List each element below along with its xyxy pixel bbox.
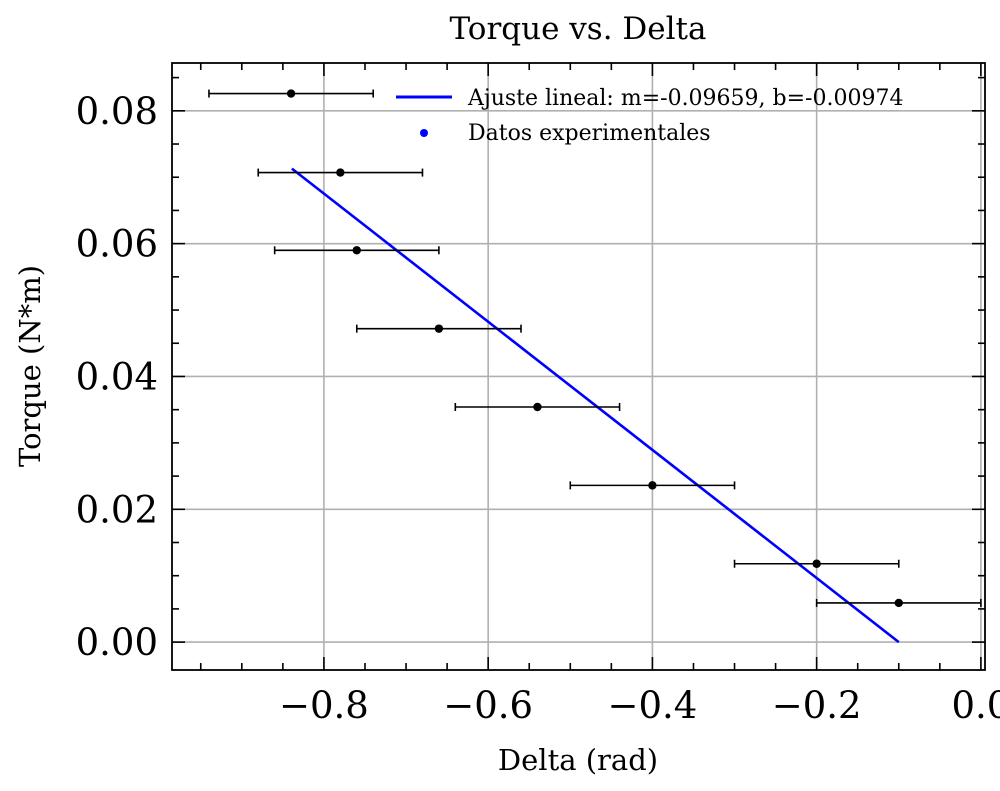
legend-marker-swatch [420,129,428,137]
y-tick-label: 0.06 [76,223,158,266]
data-point [336,168,345,177]
ticks [172,63,985,670]
y-axis-label: Torque (N*m) [13,265,47,467]
fit-line-layer [291,167,900,644]
plot-frame [171,62,986,671]
data-point [812,559,821,568]
y-tick-label: 0.04 [76,355,158,398]
fit-line [291,167,900,644]
y-tick-labels: 0.00 0.02 0.04 0.06 0.08 [76,90,158,664]
x-tick-label: 0.0 [951,684,1000,727]
grid [172,63,985,670]
x-tick-labels: −0.8 −0.6 −0.4 −0.2 0.0 [279,684,1000,727]
x-tick-label: −0.6 [443,684,533,727]
y-tick-label: 0.00 [76,621,158,664]
data-points-layer [208,89,982,608]
x-tick-label: −0.2 [772,684,862,727]
data-point [648,481,657,490]
x-tick-label: −0.8 [279,684,369,727]
y-tick-label: 0.08 [76,90,158,133]
x-tick-label: −0.4 [607,684,697,727]
data-point [286,89,296,98]
data-point [352,246,361,255]
chart-title: Torque vs. Delta [450,11,707,47]
data-point [894,598,903,608]
x-axis-label: Delta (rad) [498,743,658,777]
legend: Ajuste lineal: m=-0.09659, b=-0.00974 Da… [396,86,903,146]
y-tick-label: 0.02 [76,488,158,531]
legend-label-data: Datos experimentales [468,121,711,146]
data-point [434,324,444,333]
data-point [533,402,542,412]
legend-label-fit: Ajuste lineal: m=-0.09659, b=-0.00974 [467,86,903,111]
